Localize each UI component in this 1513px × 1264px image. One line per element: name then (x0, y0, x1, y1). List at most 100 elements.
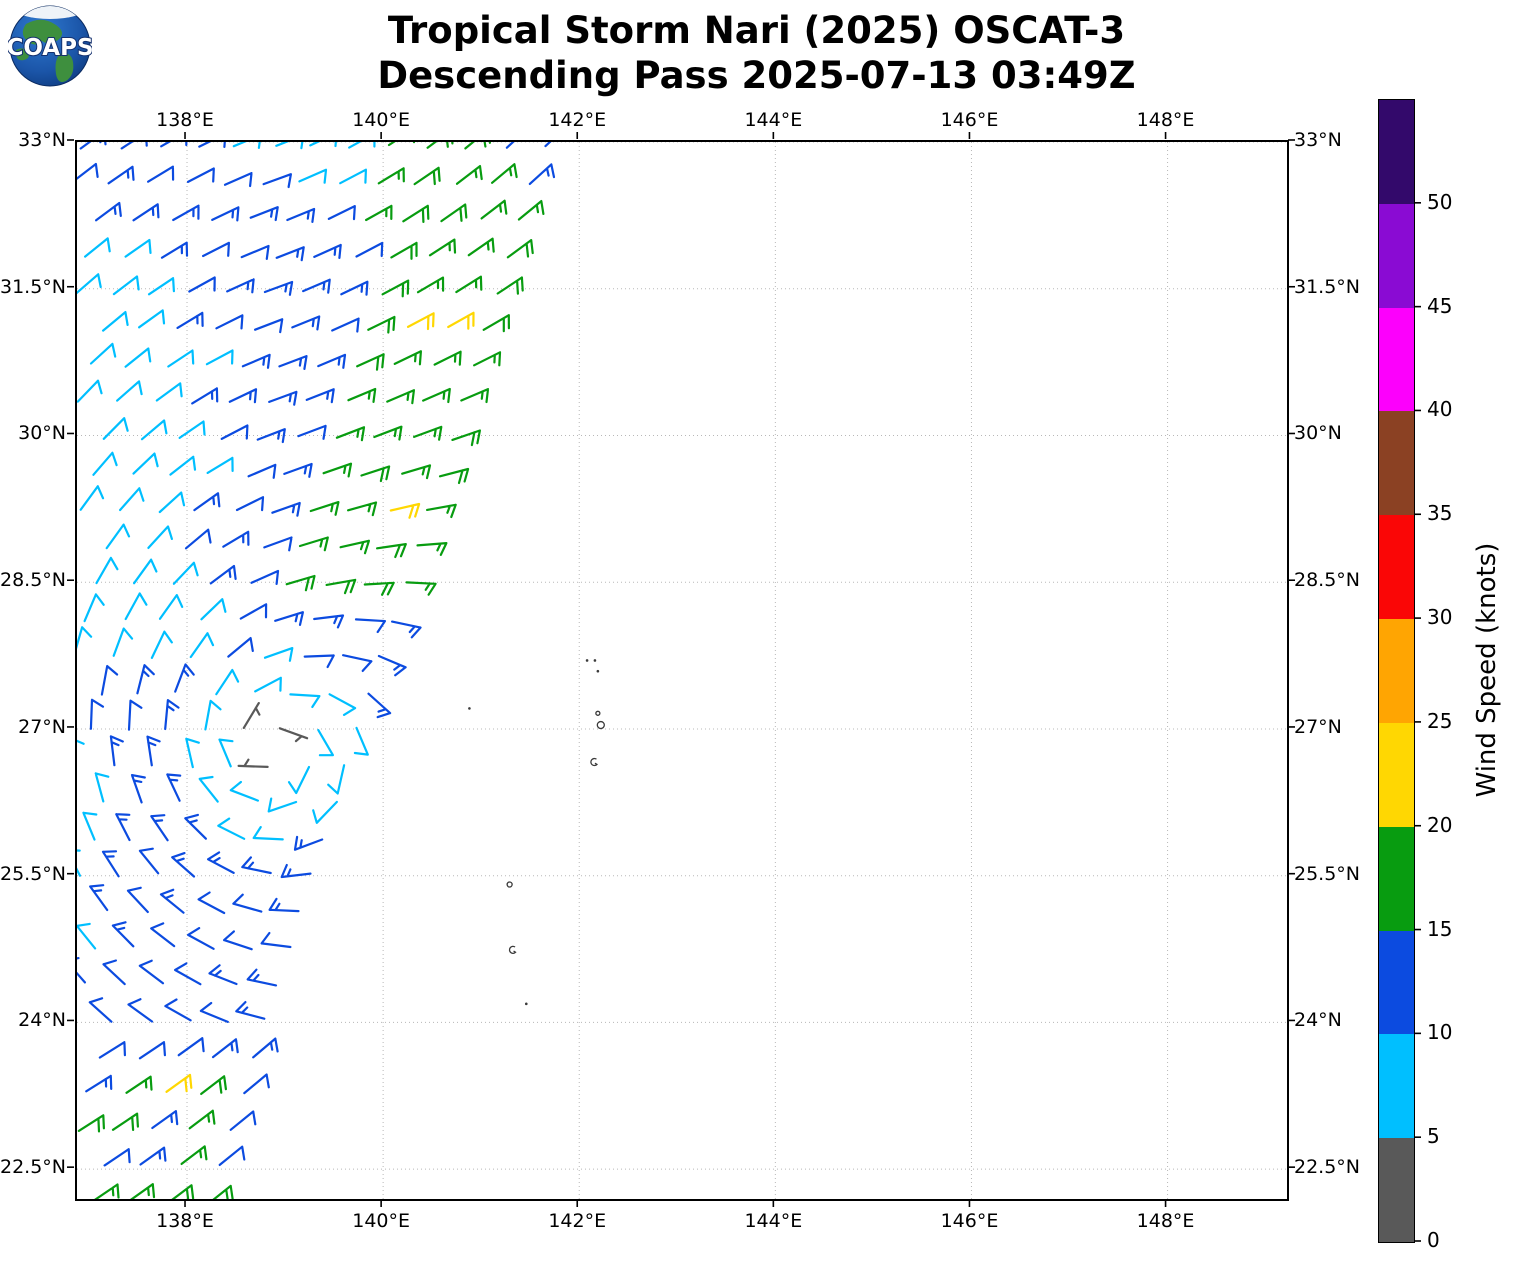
wind-barb (239, 603, 268, 620)
wind-barb (413, 425, 443, 441)
island-outline (590, 757, 598, 767)
wind-barb (127, 998, 154, 1023)
wind-barb (229, 780, 259, 802)
wind-barb (376, 543, 407, 559)
wind-barb (176, 311, 204, 329)
wind-barb (77, 922, 97, 950)
wind-barb (177, 1037, 205, 1057)
colorbar-tick-label: 30 (1427, 605, 1453, 630)
y-tick-label-right: 25.5°N (1294, 862, 1361, 885)
wind-barb (94, 772, 110, 803)
wind-barb (164, 998, 192, 1022)
wind-barb (198, 142, 226, 148)
wind-barb (455, 275, 483, 294)
wind-barb (327, 764, 346, 795)
wind-barb (172, 561, 199, 585)
wind-barb (406, 312, 435, 331)
wind-barb (237, 758, 269, 768)
wind-barb (544, 142, 552, 148)
colorbar-axis-label: Wind Speed (knots) (1472, 542, 1502, 798)
wind-barb (335, 426, 366, 442)
wind-barb (150, 814, 169, 842)
wind-barb (286, 207, 316, 223)
wind-barb (291, 315, 321, 331)
wind-barb (328, 693, 357, 716)
wind-barb (147, 525, 173, 549)
wind-barb (235, 496, 265, 512)
wind-barb (77, 626, 93, 650)
wind-barb (226, 278, 255, 294)
wind-barb (126, 886, 149, 914)
wind-barb (130, 1183, 156, 1199)
y-tick-label-right: 30°N (1294, 422, 1342, 445)
wind-barb (428, 238, 457, 257)
wind-barb (139, 1146, 167, 1166)
wind-barb (309, 501, 340, 516)
wind-barb (250, 569, 280, 585)
wind-barb (298, 536, 329, 552)
wind-barb (140, 419, 168, 441)
wind-barb (303, 654, 335, 669)
wind-barb (147, 277, 175, 296)
wind-barb (95, 201, 122, 222)
x-tick-label-bottom: 146°E (940, 1210, 999, 1232)
x-tick-label-bottom: 144°E (744, 1210, 803, 1232)
x-tick-label-bottom: 142°E (548, 1210, 607, 1232)
wind-barb (82, 811, 98, 841)
wind-barb (178, 420, 206, 439)
wind-barb (393, 350, 422, 366)
wind-barb (389, 502, 421, 519)
wind-barb (426, 142, 454, 149)
wind-barb (77, 273, 102, 295)
colorbar-segment-0-5 (1379, 1138, 1414, 1242)
wind-barb (138, 1041, 166, 1060)
wind-barb (367, 692, 392, 719)
x-tick-label-top: 138°E (156, 109, 214, 131)
y-tick-label-right: 27°N (1294, 715, 1342, 738)
wind-barb (340, 280, 369, 296)
wind-barb (155, 382, 183, 402)
wind-barb (138, 959, 165, 985)
wind-barb (263, 647, 294, 662)
wind-barb (298, 168, 328, 184)
x-tick-label-bottom: 138°E (156, 1210, 214, 1232)
wind-barb (241, 353, 271, 369)
colorbar-tick-label: 40 (1427, 397, 1453, 422)
wind-barb (413, 166, 441, 186)
wind-barb (473, 351, 502, 367)
wind-barb (278, 727, 309, 743)
wind-barb (206, 456, 234, 474)
wind-barb (172, 204, 200, 222)
y-tick-label-right: 24°N (1294, 1009, 1342, 1032)
wind-barb (517, 200, 545, 221)
wind-barb (377, 654, 407, 677)
colorbar-segment-35-40 (1379, 411, 1414, 516)
wind-barb (200, 598, 227, 621)
coaps-logo-text: COAPS (8, 35, 92, 61)
colorbar-tick-label: 0 (1427, 1228, 1440, 1252)
wind-barb (138, 847, 160, 875)
wind-barb (360, 465, 391, 483)
wind-barb (235, 1001, 266, 1020)
wind-barb (317, 353, 347, 369)
wind-barb (199, 1001, 229, 1023)
wind-barb (77, 379, 103, 403)
x-tick-label-top: 140°E (352, 109, 411, 131)
wind-barb (373, 425, 403, 441)
wind-barb (167, 349, 195, 368)
wind-barb (105, 523, 131, 550)
colorbar-tick-label: 50 (1427, 189, 1453, 214)
colorbar-segment-30-35 (1379, 515, 1414, 620)
wind-barb (367, 315, 396, 334)
colorbar-segment-50+ (1379, 100, 1414, 204)
wind-barb (365, 204, 393, 222)
wind-barb (138, 309, 166, 329)
island-dot (593, 659, 597, 662)
wind-barb (171, 1184, 195, 1199)
wind-barb (243, 1073, 270, 1095)
wind-barb (132, 203, 160, 222)
wind-barb (119, 487, 145, 512)
title-line-1: Tropical Storm Nari (2025) OSCAT-3 (387, 9, 1126, 52)
wind-barb (242, 702, 261, 729)
wind-barb (228, 388, 258, 404)
